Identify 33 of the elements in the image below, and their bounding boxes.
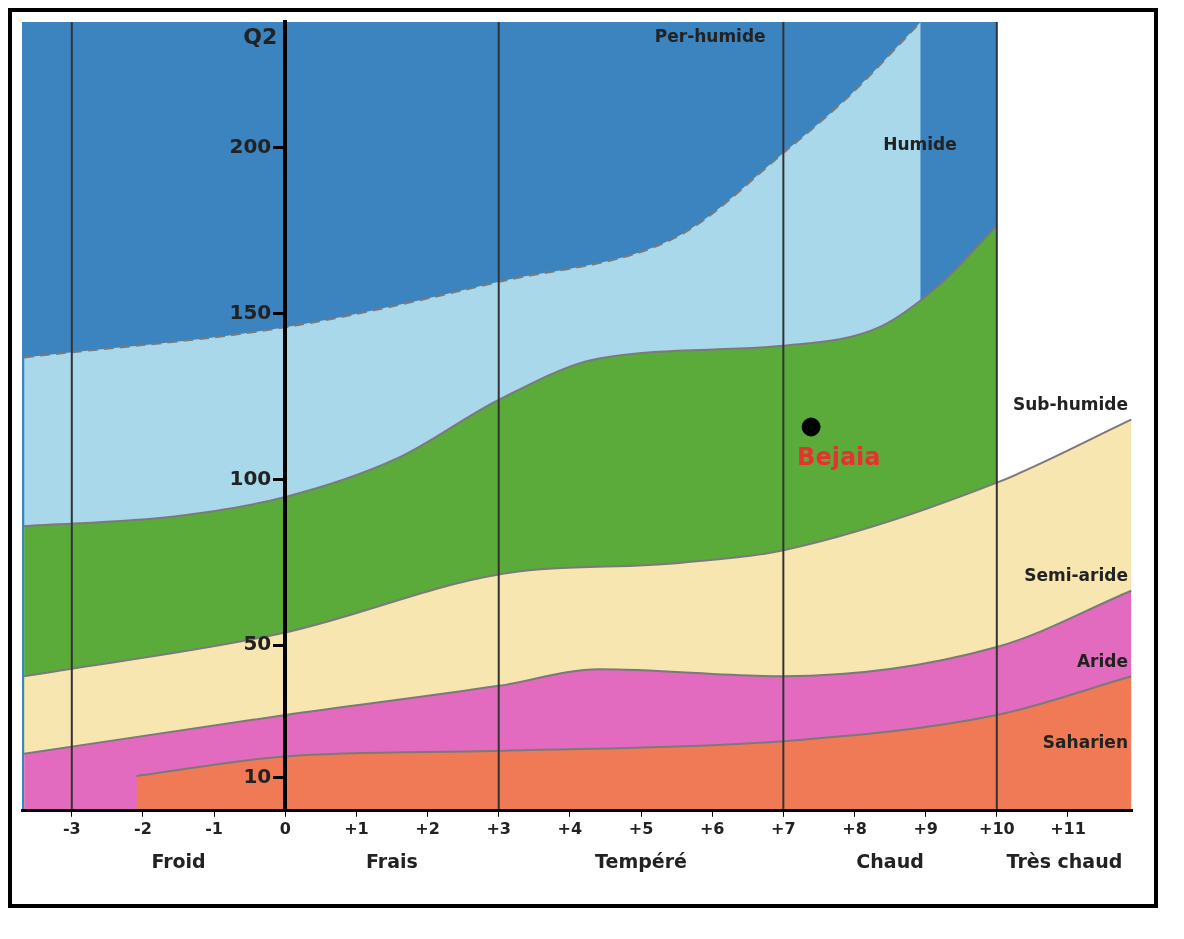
- y-tick-label: 50: [243, 631, 272, 656]
- x-tick-label: -3: [62, 818, 81, 838]
- y-tick-label: 10: [243, 763, 272, 788]
- annotation: Sub-humide: [1012, 394, 1128, 415]
- x-tick-label: +11: [1050, 818, 1086, 838]
- x-tick-label: +4: [557, 818, 583, 838]
- x-tick-label: -1: [205, 818, 224, 838]
- x-tick-label: +2: [415, 818, 440, 838]
- x-tick-label: +1: [344, 818, 369, 838]
- x-tick-label: +6: [699, 818, 725, 838]
- y-axis-title: Q2: [243, 23, 278, 49]
- text: Froid: [151, 849, 206, 872]
- x-tick-label: 0: [279, 818, 291, 838]
- text: Frais: [366, 849, 418, 872]
- annotation: Humide: [883, 133, 957, 154]
- series-label: Bejaia: [797, 443, 881, 472]
- annotation: Semi-aride: [1024, 565, 1128, 586]
- x-tick-label: -2: [134, 818, 152, 838]
- y-tick-label: 200: [229, 134, 272, 159]
- x-tick-label: +9: [913, 818, 938, 838]
- x-tick-label: +3: [486, 818, 511, 838]
- annotation: Aride: [1076, 650, 1128, 671]
- text: Tempéré: [595, 849, 687, 872]
- x-tick-label: +5: [628, 818, 654, 838]
- text: Très chaud: [1006, 849, 1123, 872]
- x-tick-label: +8: [842, 818, 867, 838]
- x-tick-label: +10: [978, 818, 1015, 838]
- annotation: Saharien: [1042, 731, 1128, 752]
- x-tick-label: +7: [771, 818, 796, 838]
- y-tick-label: 150: [229, 299, 272, 324]
- text: Chaud: [856, 849, 924, 872]
- y-tick-label: 100: [229, 465, 272, 490]
- annotation: Per-humide: [654, 26, 766, 47]
